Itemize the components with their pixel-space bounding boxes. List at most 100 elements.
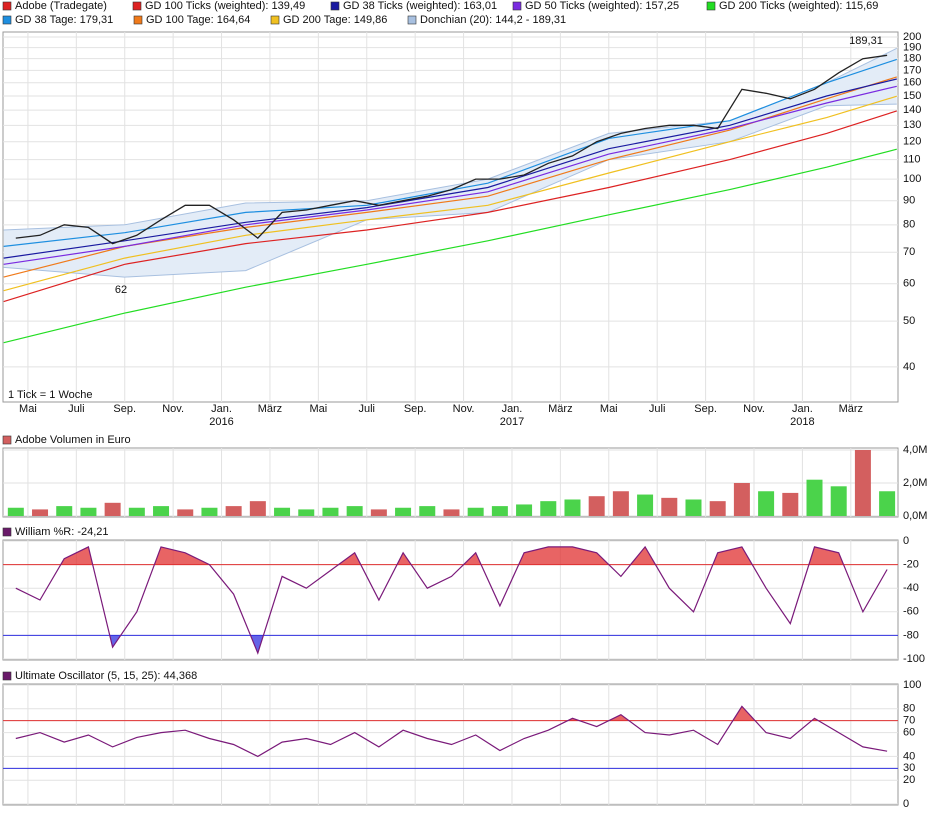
x-tick-label: Juli bbox=[359, 403, 376, 415]
x-tick-label: Sep. bbox=[113, 403, 136, 415]
volume-bar bbox=[370, 509, 387, 517]
oscillator-line bbox=[15, 705, 888, 758]
y-tick-label: 100 bbox=[903, 679, 921, 691]
y-tick-label: 20 bbox=[903, 774, 915, 786]
x-tick-label: Jan. bbox=[211, 403, 232, 415]
y-tick-label: 80 bbox=[903, 703, 915, 715]
volume-bar bbox=[7, 507, 24, 517]
y-tick-label: 4,0M bbox=[903, 444, 927, 456]
volume-bar bbox=[661, 497, 678, 517]
y-tick-label: 0 bbox=[903, 798, 909, 810]
volume-bar bbox=[806, 479, 823, 517]
y-tick-label: 80 bbox=[903, 219, 915, 231]
x-tick-label: Jan. bbox=[792, 403, 813, 415]
x-tick-label: Sep. bbox=[694, 403, 717, 415]
volume-bar bbox=[274, 507, 291, 517]
donchian-band bbox=[3, 48, 897, 278]
legend-label: GD 100 Tage: 164,64 bbox=[146, 14, 250, 26]
legend-label: GD 100 Ticks (weighted): 139,49 bbox=[145, 0, 305, 12]
legend-label: GD 200 Ticks (weighted): 115,69 bbox=[719, 0, 878, 12]
legend-label: GD 50 Ticks (weighted): 157,25 bbox=[525, 0, 679, 12]
x-tick-label: Sep. bbox=[404, 403, 427, 415]
y-tick-label: -40 bbox=[903, 582, 919, 594]
legend-label: GD 200 Tage: 149,86 bbox=[283, 14, 387, 26]
volume-bar bbox=[685, 499, 702, 517]
year-label: 2017 bbox=[500, 416, 524, 428]
volume-bar bbox=[249, 501, 266, 517]
volume-bar bbox=[709, 501, 726, 517]
moving-average bbox=[3, 58, 897, 247]
x-tick-label: Mai bbox=[309, 403, 327, 415]
moving-average bbox=[3, 95, 897, 292]
x-tick-label: Nov. bbox=[162, 403, 184, 415]
y-tick-label: 0,0M bbox=[903, 510, 927, 522]
volume-bar bbox=[56, 506, 73, 517]
volume-bar bbox=[153, 506, 170, 517]
legend-swatch bbox=[2, 435, 12, 445]
legend-label: Adobe (Tradegate) bbox=[15, 0, 107, 12]
volume-bar bbox=[32, 509, 49, 517]
volume-bar bbox=[854, 449, 871, 517]
y-tick-label: 190 bbox=[903, 41, 921, 53]
oscillator-line bbox=[15, 545, 888, 655]
y-tick-label: 70 bbox=[903, 246, 915, 258]
panel bbox=[2, 539, 899, 661]
y-tick-label: 170 bbox=[903, 64, 921, 76]
x-tick-label: Juli bbox=[68, 403, 85, 415]
panel-title: Ultimate Oscillator (5, 15, 25): 44,368 bbox=[15, 670, 197, 682]
legend-swatch bbox=[133, 15, 143, 25]
volume-bar bbox=[322, 507, 339, 517]
y-tick-label: 120 bbox=[903, 136, 921, 148]
x-tick-label: Nov. bbox=[743, 403, 765, 415]
moving-average bbox=[3, 78, 897, 259]
y-tick-label: 0 bbox=[903, 535, 909, 547]
y-tick-label: 150 bbox=[903, 90, 921, 102]
y-tick-label: -60 bbox=[903, 606, 919, 618]
volume-bar bbox=[201, 507, 218, 517]
legend-label: Donchian (20): 144,2 - 189,31 bbox=[420, 14, 566, 26]
y-tick-label: 140 bbox=[903, 104, 921, 116]
legend-label: GD 38 Ticks (weighted): 163,01 bbox=[343, 0, 497, 12]
volume-bar bbox=[225, 506, 242, 517]
price-line bbox=[15, 54, 888, 245]
y-tick-label: 180 bbox=[903, 53, 921, 65]
volume-bar bbox=[298, 509, 315, 517]
annotation: 62 bbox=[115, 284, 127, 296]
legend-swatch bbox=[270, 15, 280, 25]
volume-bar bbox=[104, 502, 121, 517]
year-label: 2018 bbox=[790, 416, 814, 428]
volume-bar bbox=[395, 507, 412, 517]
y-tick-label: 30 bbox=[903, 762, 915, 774]
y-tick-label: -20 bbox=[903, 558, 919, 570]
volume-bar bbox=[758, 491, 775, 517]
y-tick-label: 50 bbox=[903, 315, 915, 327]
volume-bar bbox=[830, 486, 847, 517]
volume-bar bbox=[540, 501, 557, 517]
volume-bar bbox=[564, 499, 581, 517]
moving-average bbox=[3, 85, 897, 265]
volume-bar bbox=[346, 506, 363, 517]
y-tick-label: 70 bbox=[903, 715, 915, 727]
volume-bar bbox=[491, 506, 508, 517]
legend-swatch bbox=[407, 15, 417, 25]
panel bbox=[2, 31, 899, 403]
legend-label: GD 38 Tage: 179,31 bbox=[15, 14, 113, 26]
panel-title: Adobe Volumen in Euro bbox=[15, 434, 131, 446]
y-tick-label: -100 bbox=[903, 653, 925, 665]
volume-bar bbox=[637, 494, 654, 517]
legend-swatch bbox=[330, 1, 340, 11]
volume-bar bbox=[612, 491, 629, 517]
x-tick-label: März bbox=[258, 403, 282, 415]
y-tick-label: 40 bbox=[903, 361, 915, 373]
y-tick-label: 90 bbox=[903, 195, 915, 207]
y-tick-label: 60 bbox=[903, 726, 915, 738]
legend-swatch bbox=[2, 527, 12, 537]
annotation: 189,31 bbox=[849, 35, 883, 47]
y-tick-label: 60 bbox=[903, 278, 915, 290]
x-tick-label: Mai bbox=[19, 403, 37, 415]
legend-swatch bbox=[132, 1, 142, 11]
legend-swatch bbox=[2, 15, 12, 25]
volume-bar bbox=[128, 507, 145, 517]
x-tick-label: Juli bbox=[649, 403, 666, 415]
